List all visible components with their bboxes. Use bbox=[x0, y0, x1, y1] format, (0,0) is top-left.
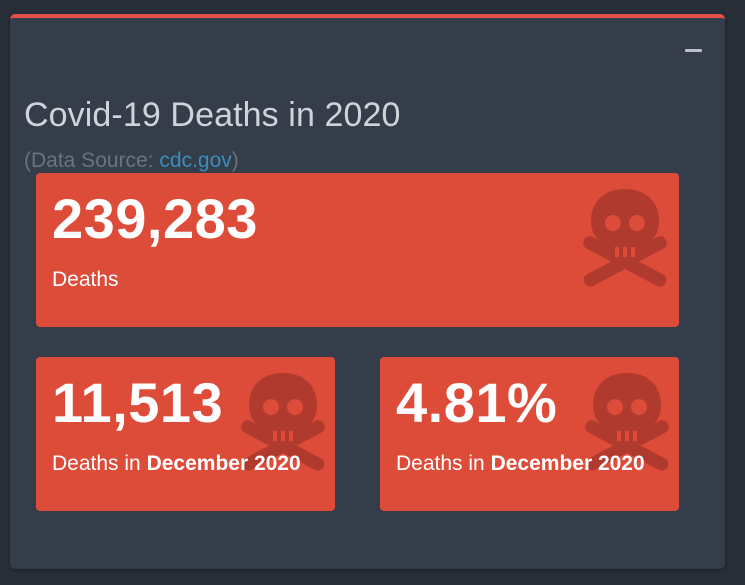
total-deaths-label: Deaths bbox=[52, 268, 119, 291]
minus-icon bbox=[685, 49, 702, 52]
december-percent-label-period: December 2020 bbox=[490, 452, 645, 475]
panel-title: Covid-19 Deaths in 2020 bbox=[24, 96, 401, 134]
data-source: (Data Source: cdc.gov) bbox=[24, 149, 239, 173]
december-deaths-value: 11,513 bbox=[52, 371, 224, 434]
data-source-link[interactable]: cdc.gov bbox=[159, 149, 232, 172]
december-percent-box: 4.81% Deaths in December 2020 bbox=[380, 357, 679, 511]
data-source-suffix: ) bbox=[231, 149, 239, 172]
december-deaths-label-period: December 2020 bbox=[146, 452, 301, 475]
skull-crossbones-icon bbox=[585, 373, 669, 471]
skull-crossbones-icon bbox=[241, 373, 325, 471]
december-deaths-label: Deaths in December 2020 bbox=[52, 453, 301, 474]
data-source-prefix: (Data Source: bbox=[24, 149, 160, 172]
total-deaths-value: 239,283 bbox=[52, 187, 258, 250]
collapse-button[interactable] bbox=[685, 44, 703, 58]
skull-crossbones-icon bbox=[583, 189, 667, 287]
december-percent-label-prefix: Deaths in bbox=[396, 452, 491, 475]
december-deaths-label-prefix: Deaths in bbox=[52, 452, 147, 475]
december-percent-label: Deaths in December 2020 bbox=[396, 453, 645, 474]
total-deaths-box: 239,283 Deaths bbox=[36, 173, 679, 327]
december-deaths-box: 11,513 Deaths in December 2020 bbox=[36, 357, 335, 511]
december-percent-value: 4.81% bbox=[396, 371, 558, 434]
